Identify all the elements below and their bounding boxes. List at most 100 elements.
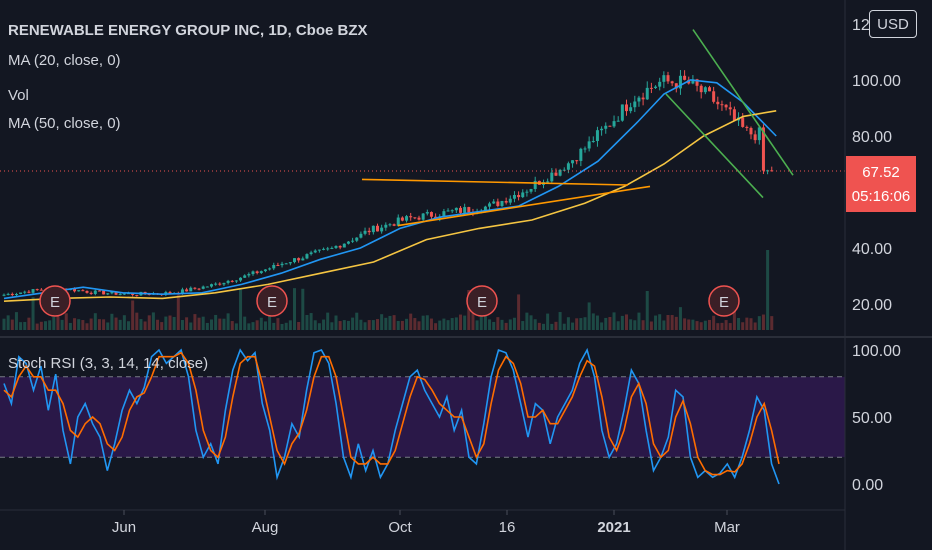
- candle-body[interactable]: [205, 286, 209, 288]
- candle-body[interactable]: [708, 87, 711, 92]
- earnings-marker[interactable]: E: [39, 285, 71, 317]
- candle-body[interactable]: [649, 87, 653, 89]
- candle-body[interactable]: [309, 252, 313, 255]
- candle-body[interactable]: [521, 192, 525, 198]
- candle-body[interactable]: [446, 210, 450, 212]
- trendline-channel-lower[interactable]: [665, 93, 764, 199]
- candle-body[interactable]: [629, 107, 633, 112]
- earnings-marker[interactable]: E: [256, 285, 288, 317]
- ma50-line[interactable]: [3, 110, 777, 302]
- candle-body[interactable]: [625, 104, 628, 112]
- candle-body[interactable]: [118, 293, 122, 295]
- candle-body[interactable]: [280, 263, 284, 266]
- stoch-d-line[interactable]: [3, 351, 780, 476]
- candle-body[interactable]: [251, 271, 255, 275]
- candle-body[interactable]: [346, 241, 350, 244]
- candle-body[interactable]: [554, 172, 558, 176]
- candle-body[interactable]: [23, 291, 27, 293]
- currency-button[interactable]: USD: [869, 10, 917, 38]
- candle-body[interactable]: [467, 207, 471, 213]
- candle-body[interactable]: [496, 201, 500, 206]
- candle-body[interactable]: [97, 290, 101, 292]
- candle-body[interactable]: [363, 230, 367, 234]
- candle-body[interactable]: [293, 258, 296, 263]
- candle-body[interactable]: [81, 290, 85, 292]
- candle-body[interactable]: [500, 201, 504, 206]
- candle-body[interactable]: [612, 121, 616, 127]
- candle-body[interactable]: [210, 284, 213, 287]
- candle-body[interactable]: [620, 104, 624, 121]
- candle-body[interactable]: [73, 288, 77, 292]
- legend-ma50[interactable]: MA (50, close, 0): [8, 115, 121, 132]
- candle-body[interactable]: [770, 170, 774, 172]
- candle-body[interactable]: [122, 293, 126, 295]
- candle-body[interactable]: [512, 194, 516, 199]
- candle-body[interactable]: [201, 286, 205, 289]
- candle-body[interactable]: [338, 245, 342, 248]
- candle-body[interactable]: [409, 216, 413, 218]
- candle-body[interactable]: [218, 283, 222, 285]
- candle-body[interactable]: [272, 264, 276, 269]
- candle-body[interactable]: [434, 216, 438, 219]
- candle-body[interactable]: [31, 289, 35, 293]
- candle-body[interactable]: [392, 224, 396, 226]
- candle-body[interactable]: [753, 134, 757, 141]
- candle-body[interactable]: [525, 191, 529, 193]
- candle-body[interactable]: [89, 292, 93, 294]
- candle-body[interactable]: [259, 271, 263, 274]
- candle-body[interactable]: [193, 287, 197, 289]
- candle-body[interactable]: [326, 248, 330, 250]
- candle-body[interactable]: [699, 85, 703, 93]
- candle-body[interactable]: [587, 141, 591, 149]
- candle-body[interactable]: [583, 148, 587, 150]
- candle-body[interactable]: [77, 290, 81, 292]
- candle-body[interactable]: [745, 126, 749, 129]
- candle-body[interactable]: [355, 237, 359, 241]
- candle-body[interactable]: [678, 75, 682, 89]
- candle-body[interactable]: [558, 169, 562, 176]
- candles[interactable]: [2, 70, 774, 297]
- candle-body[interactable]: [380, 227, 384, 232]
- candle-body[interactable]: [114, 291, 118, 295]
- oscillator-pane[interactable]: [0, 347, 845, 485]
- candle-body[interactable]: [703, 87, 707, 93]
- candle-body[interactable]: [732, 109, 736, 121]
- candle-body[interactable]: [301, 258, 305, 261]
- candle-body[interactable]: [666, 75, 670, 82]
- candle-body[interactable]: [263, 269, 267, 272]
- candle-body[interactable]: [222, 282, 226, 285]
- ma20-line[interactable]: [3, 79, 777, 300]
- candle-body[interactable]: [695, 79, 699, 86]
- symbol-title[interactable]: RENEWABLE ENERGY GROUP INC, 1D, Cboe BZX: [8, 22, 368, 39]
- candle-body[interactable]: [230, 280, 234, 282]
- candle-body[interactable]: [413, 217, 417, 219]
- candle-body[interactable]: [197, 288, 201, 290]
- candle-body[interactable]: [463, 207, 467, 213]
- candle-body[interactable]: [359, 233, 363, 238]
- candle-body[interactable]: [106, 293, 110, 295]
- candle-body[interactable]: [27, 291, 31, 293]
- candle-body[interactable]: [367, 230, 371, 233]
- candle-body[interactable]: [239, 277, 243, 281]
- candle-body[interactable]: [637, 97, 641, 102]
- candle-body[interactable]: [575, 160, 579, 162]
- candle-body[interactable]: [604, 125, 608, 129]
- candle-body[interactable]: [400, 217, 404, 221]
- candle-body[interactable]: [450, 210, 454, 212]
- candle-body[interactable]: [135, 294, 139, 296]
- candle-body[interactable]: [658, 81, 662, 87]
- candle-body[interactable]: [508, 198, 512, 203]
- candle-body[interactable]: [234, 280, 238, 282]
- candle-body[interactable]: [600, 128, 604, 131]
- candle-body[interactable]: [504, 201, 508, 203]
- candle-body[interactable]: [405, 216, 409, 221]
- candle-body[interactable]: [388, 224, 392, 226]
- earnings-marker[interactable]: E: [466, 285, 498, 317]
- legend-stoch-rsi[interactable]: Stoch RSI (3, 3, 14, 14, close): [8, 355, 209, 372]
- trendline-resistance[interactable]: [361, 178, 629, 186]
- candle-body[interactable]: [342, 243, 346, 248]
- candle-body[interactable]: [608, 125, 612, 127]
- candle-body[interactable]: [421, 213, 425, 220]
